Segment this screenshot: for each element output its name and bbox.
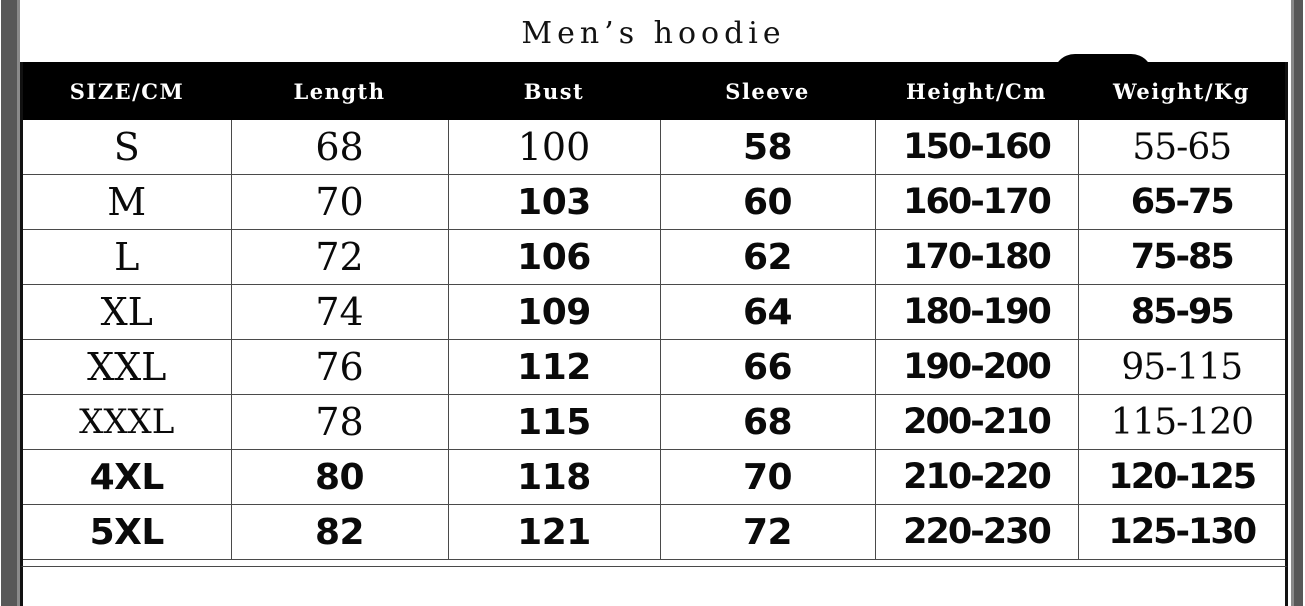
- cell-height: 180-190: [874, 284, 1078, 340]
- column-header-size: SIZE/CM: [69, 78, 185, 104]
- cell-size: L: [23, 229, 231, 285]
- cell-sleeve: 70: [659, 449, 875, 505]
- cell-length: 70: [230, 174, 448, 230]
- cell-height: 190-200: [874, 339, 1078, 395]
- table-row: L 72 106 62 170-180 75-85: [23, 229, 1285, 285]
- cell-size: XXL: [23, 339, 231, 395]
- table-row: XXL 76 112 66 190-200 95-115: [23, 339, 1285, 395]
- cell-length: 80: [230, 449, 448, 505]
- table-body: S 68 100 58 150-160 55-65 M 70 103 60 16…: [23, 120, 1285, 560]
- size-chart-table-wrapper: SIZE/CM Length Bust Sleeve Height/Cm Wei…: [20, 62, 1288, 606]
- table-trailing-blank-row: [20, 566, 1288, 606]
- column-header-sleeve: Sleeve: [725, 78, 810, 104]
- cell-size: XXXL: [23, 394, 231, 450]
- left-edge-band: [1, 0, 17, 606]
- cell-bust: 118: [447, 449, 660, 505]
- cell-sleeve: 68: [659, 394, 875, 450]
- table-row: XL 74 109 64 180-190 85-95: [23, 284, 1285, 340]
- cell-size: S: [23, 120, 231, 175]
- cell-bust: 115: [447, 394, 660, 450]
- cell-bust: 103: [447, 174, 660, 230]
- cell-height: 160-170: [874, 174, 1078, 230]
- cell-height: 210-220: [874, 449, 1078, 505]
- cell-size: 5XL: [23, 504, 231, 560]
- column-header-weight: Weight/Kg: [1113, 78, 1250, 104]
- cell-height: 170-180: [874, 229, 1078, 285]
- cell-sleeve: 60: [659, 174, 875, 230]
- cell-sleeve: 72: [659, 504, 875, 560]
- cell-sleeve: 66: [659, 339, 875, 395]
- table-row: 4XL 80 118 70 210-220 120-125: [23, 449, 1285, 505]
- cell-weight: 85-95: [1077, 284, 1285, 340]
- cell-length: 82: [230, 504, 448, 560]
- table-row: 5XL 82 121 72 220-230 125-130: [23, 504, 1285, 560]
- cell-weight: 75-85: [1077, 229, 1285, 285]
- cell-sleeve: 64: [659, 284, 875, 340]
- left-edge-band-thin: [17, 0, 20, 606]
- cell-length: 68: [230, 120, 448, 175]
- cell-sleeve: 58: [659, 120, 875, 175]
- cell-height: 220-230: [874, 504, 1078, 560]
- cell-weight: 95-115: [1077, 339, 1285, 395]
- cell-length: 72: [230, 229, 448, 285]
- table-header-row: SIZE/CM Length Bust Sleeve Height/Cm Wei…: [23, 62, 1285, 120]
- column-header-height: Height/Cm: [906, 78, 1047, 104]
- cell-height: 150-160: [874, 120, 1078, 175]
- cell-bust: 112: [447, 339, 660, 395]
- cell-weight: 125-130: [1077, 504, 1285, 560]
- cell-size: M: [23, 174, 231, 230]
- table-header: SIZE/CM Length Bust Sleeve Height/Cm Wei…: [23, 62, 1285, 120]
- column-header-length: Length: [293, 78, 386, 104]
- header-bump-decoration: [1053, 54, 1153, 76]
- size-chart-table: SIZE/CM Length Bust Sleeve Height/Cm Wei…: [23, 62, 1285, 560]
- table-row: S 68 100 58 150-160 55-65: [23, 120, 1285, 175]
- cell-weight: 115-120: [1077, 394, 1285, 450]
- cell-weight: 120-125: [1077, 449, 1285, 505]
- table-row: M 70 103 60 160-170 65-75: [23, 174, 1285, 230]
- cell-bust: 100: [447, 120, 660, 175]
- cell-weight: 65-75: [1077, 174, 1285, 230]
- column-header-bust: Bust: [523, 78, 585, 104]
- cell-length: 78: [230, 394, 448, 450]
- right-edge-band-thin: [1291, 0, 1294, 606]
- cell-size: 4XL: [23, 449, 231, 505]
- cell-sleeve: 62: [659, 229, 875, 285]
- cell-size: XL: [23, 284, 231, 340]
- cell-length: 74: [230, 284, 448, 340]
- cell-bust: 106: [447, 229, 660, 285]
- right-edge-band: [1294, 0, 1303, 606]
- table-row: XXXL 78 115 68 200-210 115-120: [23, 394, 1285, 450]
- cell-bust: 121: [447, 504, 660, 560]
- cell-bust: 109: [447, 284, 660, 340]
- page-title: Men’s hoodie: [521, 16, 786, 51]
- cell-length: 76: [230, 339, 448, 395]
- cell-height: 200-210: [874, 394, 1078, 450]
- cell-weight: 55-65: [1077, 120, 1285, 175]
